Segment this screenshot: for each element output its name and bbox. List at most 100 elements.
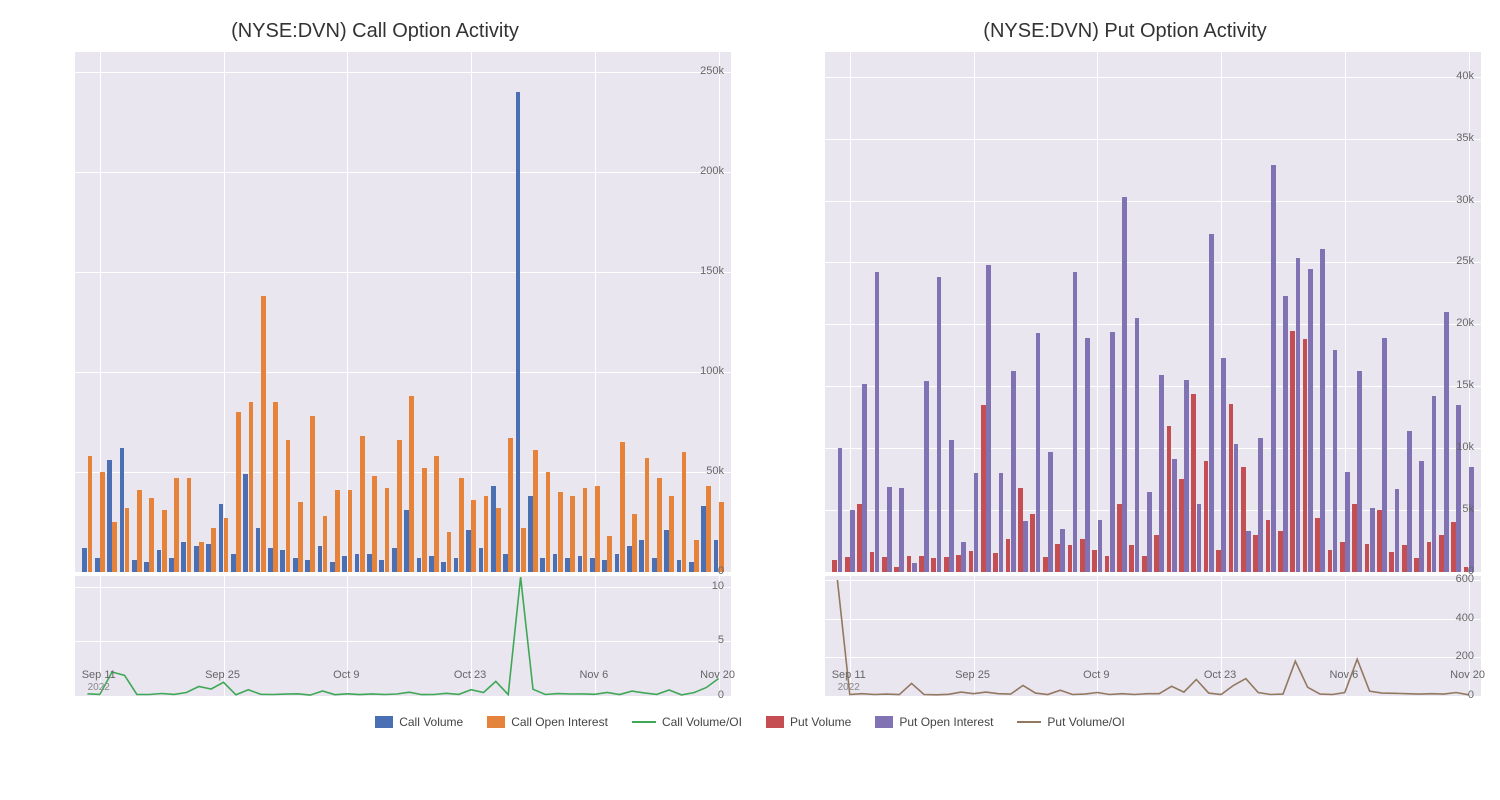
call-panel: (NYSE:DVN) Call Option Activity 050k100k… [20, 20, 730, 695]
call-volume-bar [107, 460, 112, 572]
put-volume-bar [857, 504, 862, 572]
call-oi-bar [706, 486, 711, 572]
call-volume-bar [219, 504, 224, 572]
put-volume-bar [1414, 558, 1419, 572]
call-volume-bar [355, 554, 360, 572]
put-oi-bar [949, 440, 954, 572]
x-tick-label: Nov 6 [1329, 669, 1358, 681]
x-tick-label: Oct 9 [333, 669, 359, 681]
put-volume-bar [1105, 556, 1110, 572]
call-volume-bar [429, 556, 434, 572]
x-tick-label: Sep 25 [205, 669, 240, 681]
put-oi-bar [1036, 333, 1041, 572]
put-volume-bar [956, 555, 961, 572]
call-volume-bar [417, 558, 422, 572]
call-volume-bar [181, 542, 186, 572]
call-oi-bar [620, 442, 625, 572]
call-volume-bar [169, 558, 174, 572]
put-oi-bar [1407, 431, 1412, 572]
call-oi-bar [508, 438, 513, 572]
put-volume-bar [1303, 339, 1308, 572]
call-volume-bar [701, 506, 706, 572]
x-tick-label: Sep 112022 [82, 669, 116, 693]
put-volume-bar [1278, 531, 1283, 572]
put-volume-bar [1068, 545, 1073, 572]
legend-item: Put Volume/OI [1017, 715, 1124, 729]
call-volume-bar [664, 530, 669, 572]
put-oi-bar [1011, 371, 1016, 572]
put-volume-bar [1080, 539, 1085, 572]
call-oi-bar [558, 492, 563, 572]
put-oi-bar [1246, 531, 1251, 572]
call-title: (NYSE:DVN) Call Option Activity [20, 20, 730, 43]
call-oi-bar [570, 496, 575, 572]
put-volume-bar [870, 552, 875, 572]
put-volume-bar [969, 551, 974, 572]
put-volume-bar [1204, 461, 1209, 572]
y-tick-label: 40k [1456, 70, 1474, 82]
call-oi-bar [645, 458, 650, 572]
call-volume-bar [206, 544, 211, 572]
call-oi-bar [125, 508, 130, 572]
put-volume-bar [882, 557, 887, 572]
call-volume-bar [466, 530, 471, 572]
put-volume-bar [993, 553, 998, 572]
put-volume-bar [1290, 331, 1295, 572]
x-tick-label: Sep 112022 [832, 669, 866, 693]
call-oi-bar [249, 402, 254, 572]
legend-label: Call Open Interest [511, 715, 608, 729]
call-volume-bar [540, 558, 545, 572]
put-oi-bar [1073, 272, 1078, 572]
legend-item: Put Volume [766, 715, 851, 729]
put-oi-bar [875, 272, 880, 572]
put-volume-bar [931, 558, 936, 572]
put-volume-bar [981, 405, 986, 572]
put-volume-bar [1043, 557, 1048, 572]
put-oi-bar [1085, 338, 1090, 572]
put-oi-bar [1444, 312, 1449, 572]
put-volume-bar [1340, 542, 1345, 572]
legend-item: Call Volume/OI [632, 715, 742, 729]
put-oi-bar [1159, 375, 1164, 572]
put-x-axis: Sep 112022Sep 25Oct 9Oct 23Nov 6Nov 20 [824, 665, 1480, 695]
put-oi-bar [887, 487, 892, 572]
call-oi-bar [397, 440, 402, 572]
put-oi-bar [1456, 405, 1461, 572]
put-volume-bar [1439, 535, 1444, 572]
call-oi-bar [286, 440, 291, 572]
y-tick-label: 100k [700, 365, 724, 377]
put-volume-bar [832, 560, 837, 572]
call-volume-bar [602, 560, 607, 572]
put-oi-bar [1060, 529, 1065, 572]
put-oi-bar [1197, 504, 1202, 572]
call-oi-bar [595, 486, 600, 572]
put-oi-bar [1048, 452, 1053, 572]
y-tick-label: 5k [1462, 503, 1474, 515]
call-volume-bar [578, 556, 583, 572]
call-volume-bar [553, 554, 558, 572]
call-volume-bar [280, 550, 285, 572]
put-volume-bar [845, 557, 850, 572]
call-volume-bar [293, 558, 298, 572]
call-volume-bar [144, 562, 149, 572]
put-volume-bar [1018, 488, 1023, 572]
put-oi-bar [974, 473, 979, 572]
put-panel: (NYSE:DVN) Put Option Activity 05k10k15k… [770, 20, 1480, 695]
plot-background [824, 51, 1482, 573]
put-volume-bar [1241, 467, 1246, 572]
x-tick-label: Nov 20 [700, 669, 735, 681]
call-volume-bar [639, 540, 644, 572]
call-volume-bar [627, 546, 632, 572]
call-oi-bar [682, 452, 687, 572]
put-volume-bar [1167, 426, 1172, 572]
legend-swatch [875, 716, 893, 728]
y-tick-label: 10k [1456, 441, 1474, 453]
call-oi-bar [521, 528, 526, 572]
call-oi-bar [261, 296, 266, 572]
put-oi-bar [912, 563, 917, 572]
put-volume-bar [1006, 539, 1011, 572]
put-volume-bar [1142, 556, 1147, 572]
call-oi-bar [471, 500, 476, 572]
legend-item: Call Open Interest [487, 715, 608, 729]
call-chart-area: 050k100k150k200k250k 0510 Sep 112022Sep … [20, 51, 730, 695]
